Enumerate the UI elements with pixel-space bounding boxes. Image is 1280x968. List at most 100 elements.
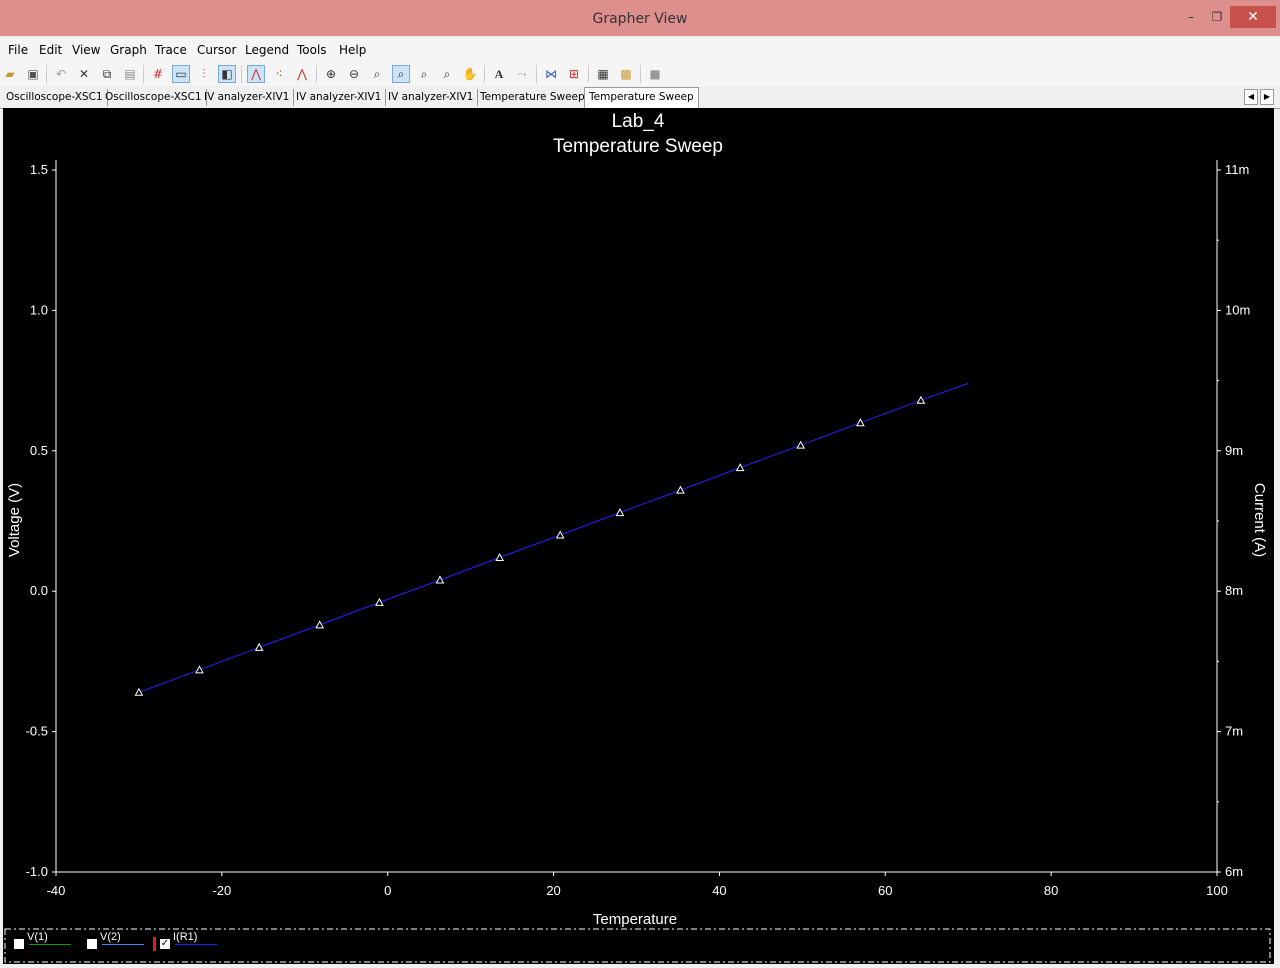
x-tick-label: 20 xyxy=(546,883,560,898)
data-point-marker xyxy=(375,597,384,606)
x-tick-label: -20 xyxy=(212,883,231,898)
y-axis-label: Voltage (V) xyxy=(6,483,23,557)
legend-label-ir1: I(R1) xyxy=(173,931,198,943)
y2-tick-label: 11m xyxy=(1225,162,1249,177)
print-preview-icon[interactable]: ▦ xyxy=(597,67,609,81)
menu-file[interactable]: File xyxy=(8,43,29,57)
tab-oscilloscope-2[interactable]: Oscilloscope-XSC1 xyxy=(101,89,207,106)
menu-edit[interactable]: Edit xyxy=(39,43,63,57)
data-point-marker xyxy=(195,665,204,674)
toggle-markers-icon[interactable]: ⫶ xyxy=(202,67,206,81)
print-icon[interactable]: ▩ xyxy=(620,67,632,81)
legend-checkbox-v1[interactable] xyxy=(14,939,24,949)
menu-graph[interactable]: Graph xyxy=(110,43,147,57)
legend-swatch-v2 xyxy=(102,944,144,945)
zoom-full-icon[interactable]: ⌕ xyxy=(392,65,410,83)
open-icon[interactable]: ▰ xyxy=(5,67,15,81)
text-icon[interactable]: A xyxy=(494,67,504,81)
y2-tick-label: 9m xyxy=(1225,443,1243,458)
legend-selected-marker xyxy=(153,937,156,951)
menu-cursor[interactable]: Cursor xyxy=(197,43,237,57)
line-dots-trace-icon[interactable]: ⋀ xyxy=(297,67,307,81)
legend-label-v1: V(1) xyxy=(27,931,48,943)
menu-tools[interactable]: Tools xyxy=(297,43,327,57)
data-point-marker xyxy=(555,530,565,539)
tab-bar: Oscilloscope-XSC1 Oscilloscope-XSC1 IV a… xyxy=(0,86,1280,109)
tab-scroll-left-icon[interactable]: ◀ xyxy=(1244,89,1258,105)
zoom-x-icon[interactable]: ⌕ xyxy=(420,67,428,81)
menu-view[interactable]: View xyxy=(72,43,101,57)
tab-iv-analyzer-3[interactable]: IV analyzer-XIV1 xyxy=(384,89,479,106)
y-tick-label: 0.5 xyxy=(30,443,48,458)
tab-iv-analyzer-1[interactable]: IV analyzer-XIV1 xyxy=(200,89,295,106)
legend-checkbox-ir1[interactable]: ✓ xyxy=(160,938,170,949)
menu-trace[interactable]: Trace xyxy=(155,43,187,57)
zoom-out-icon[interactable]: ⊖ xyxy=(348,67,360,81)
tab-temperature-sweep-1[interactable]: Temperature Sweep xyxy=(476,89,590,106)
grid-icon[interactable]: # xyxy=(152,67,164,81)
x-tick-label: 100 xyxy=(1206,883,1228,898)
y-tick-label: -1.0 xyxy=(26,864,48,879)
data-point-marker xyxy=(435,575,445,584)
chart-subtitle: Temperature Sweep xyxy=(553,136,723,157)
y2-tick-label: 10m xyxy=(1225,302,1250,317)
close-button[interactable]: ✕ xyxy=(1230,6,1276,28)
y-tick-label: -0.5 xyxy=(26,724,48,739)
restore-button[interactable]: ❐ xyxy=(1211,10,1223,24)
tab-oscilloscope-1[interactable]: Oscilloscope-XSC1 xyxy=(2,89,108,106)
y2-tick-label: 8m xyxy=(1225,583,1243,598)
copy-icon[interactable]: ⧉ xyxy=(102,67,112,81)
y-tick-label: 0.0 xyxy=(30,583,48,598)
legend-bar: V(1) V(2) ✓ I(R1) xyxy=(3,928,1274,964)
data-point-marker xyxy=(676,485,685,494)
x-axis-label: Temperature xyxy=(593,911,677,928)
tab-temperature-sweep-2[interactable]: Temperature Sweep xyxy=(584,87,699,108)
legend-border xyxy=(4,928,1271,963)
x-tick-label: 40 xyxy=(712,883,726,898)
overlay-icon[interactable]: ◧ xyxy=(218,65,236,83)
pan-icon[interactable]: ✋ xyxy=(462,67,478,81)
tab-scroll-right-icon[interactable]: ▶ xyxy=(1260,89,1274,105)
chart: Lab_4 Temperature Sweep -40 -20 0 20 40 60 80 1… xyxy=(6,111,1268,928)
dots-trace-icon[interactable]: ⁖ xyxy=(275,67,283,81)
data-point-marker xyxy=(916,395,926,404)
y-tick-label: 1.5 xyxy=(30,162,48,177)
save-icon[interactable]: ▣ xyxy=(27,67,39,81)
legend-swatch-v1 xyxy=(29,944,71,945)
window-title: Grapher View xyxy=(592,11,688,27)
menu-legend[interactable]: Legend xyxy=(245,43,290,57)
tab-iv-analyzer-2[interactable]: IV analyzer-XIV1 xyxy=(292,89,387,106)
menu-help[interactable]: Help xyxy=(339,43,367,57)
minimize-button[interactable]: – xyxy=(1188,10,1194,24)
export-icon[interactable]: ⤳ xyxy=(517,67,527,81)
graph-area[interactable]: Lab_4 Temperature Sweep -40 -20 0 20 40 60 80 1… xyxy=(3,108,1274,928)
x-tick-label: 0 xyxy=(384,883,391,898)
zoom-area-icon[interactable]: ⌕ xyxy=(373,67,381,81)
data-point-marker xyxy=(796,440,806,449)
stop-icon[interactable]: ■ xyxy=(649,67,661,81)
legend-label-v2: V(2) xyxy=(100,931,121,943)
zoom-y-icon[interactable]: ⌕ xyxy=(443,67,451,81)
zoom-in-icon[interactable]: ⊕ xyxy=(325,67,337,81)
paste-icon[interactable]: ▤ xyxy=(124,67,136,81)
cut-icon[interactable]: ✕ xyxy=(78,67,90,81)
legend-toggle-icon[interactable]: ▭ xyxy=(172,65,190,83)
data-icon[interactable]: ⋈ xyxy=(545,67,557,81)
data-point-marker xyxy=(615,508,625,517)
x-tick-label: 60 xyxy=(878,883,892,898)
data-point-marker xyxy=(495,552,505,562)
legend-swatch-ir1 xyxy=(175,944,217,945)
legend-checkbox-v2[interactable] xyxy=(87,939,97,949)
data-point-marker xyxy=(856,418,865,427)
y2-axis-label: Current (A) xyxy=(1251,483,1268,557)
menu-bar: File Edit View Graph Trace Cursor Legend… xyxy=(0,38,1280,62)
series-line-I(R1) xyxy=(138,382,969,693)
chart-title: Lab_4 xyxy=(612,111,665,132)
data-point-marker xyxy=(134,687,144,696)
window-titlebar: Grapher View – ❐ ✕ xyxy=(0,0,1280,36)
y-tick-label: 1.0 xyxy=(30,302,48,317)
properties-icon[interactable]: ⊞ xyxy=(568,67,580,81)
line-trace-icon[interactable]: ⋀ xyxy=(247,65,265,83)
undo-icon[interactable]: ↶ xyxy=(55,67,67,81)
data-point-marker xyxy=(254,642,264,651)
